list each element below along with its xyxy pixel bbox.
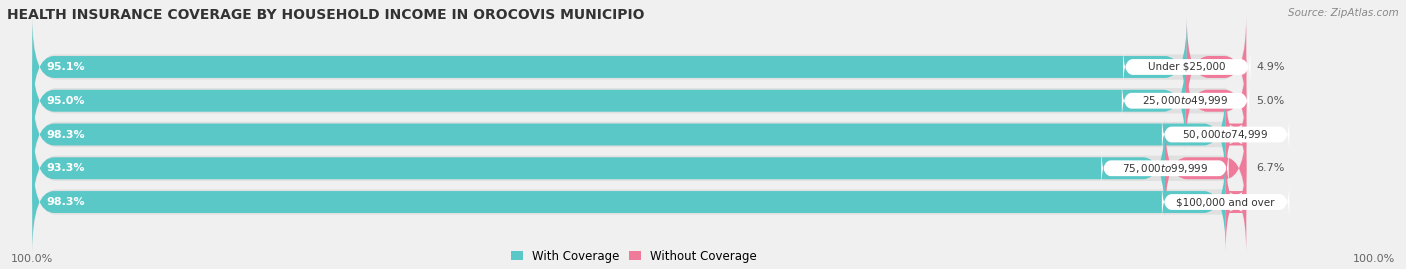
FancyBboxPatch shape — [1161, 183, 1289, 221]
Text: 95.0%: 95.0% — [46, 96, 86, 106]
FancyBboxPatch shape — [1161, 115, 1289, 154]
Text: 100.0%: 100.0% — [11, 254, 53, 264]
FancyBboxPatch shape — [32, 12, 1246, 122]
Text: 95.1%: 95.1% — [46, 62, 86, 72]
Text: Source: ZipAtlas.com: Source: ZipAtlas.com — [1288, 8, 1399, 18]
Text: 93.3%: 93.3% — [46, 163, 86, 173]
FancyBboxPatch shape — [32, 17, 1187, 117]
FancyBboxPatch shape — [1166, 118, 1246, 218]
Text: 98.3%: 98.3% — [46, 129, 86, 140]
Text: HEALTH INSURANCE COVERAGE BY HOUSEHOLD INCOME IN OROCOVIS MUNICIPIO: HEALTH INSURANCE COVERAGE BY HOUSEHOLD I… — [7, 8, 644, 22]
FancyBboxPatch shape — [1225, 152, 1247, 252]
FancyBboxPatch shape — [32, 46, 1246, 155]
FancyBboxPatch shape — [1225, 85, 1247, 184]
Text: 1.7%: 1.7% — [1256, 197, 1284, 207]
Text: $25,000 to $49,999: $25,000 to $49,999 — [1143, 94, 1229, 107]
Text: $50,000 to $74,999: $50,000 to $74,999 — [1182, 128, 1268, 141]
Text: $75,000 to $99,999: $75,000 to $99,999 — [1122, 162, 1208, 175]
FancyBboxPatch shape — [1123, 48, 1250, 86]
Text: 4.9%: 4.9% — [1256, 62, 1285, 72]
Legend: With Coverage, Without Coverage: With Coverage, Without Coverage — [510, 250, 758, 263]
FancyBboxPatch shape — [32, 118, 1166, 218]
FancyBboxPatch shape — [32, 51, 1185, 151]
Text: 1.7%: 1.7% — [1256, 129, 1284, 140]
FancyBboxPatch shape — [32, 147, 1246, 257]
Text: 5.0%: 5.0% — [1256, 96, 1284, 106]
FancyBboxPatch shape — [32, 114, 1246, 223]
FancyBboxPatch shape — [1122, 82, 1250, 120]
Text: $100,000 and over: $100,000 and over — [1177, 197, 1275, 207]
Text: 98.3%: 98.3% — [46, 197, 86, 207]
FancyBboxPatch shape — [32, 152, 1226, 252]
Text: 100.0%: 100.0% — [1353, 254, 1395, 264]
Text: 6.7%: 6.7% — [1256, 163, 1284, 173]
FancyBboxPatch shape — [1187, 17, 1246, 117]
FancyBboxPatch shape — [1101, 149, 1229, 187]
FancyBboxPatch shape — [32, 85, 1226, 184]
FancyBboxPatch shape — [1185, 51, 1246, 151]
Text: Under $25,000: Under $25,000 — [1149, 62, 1226, 72]
FancyBboxPatch shape — [32, 80, 1246, 189]
